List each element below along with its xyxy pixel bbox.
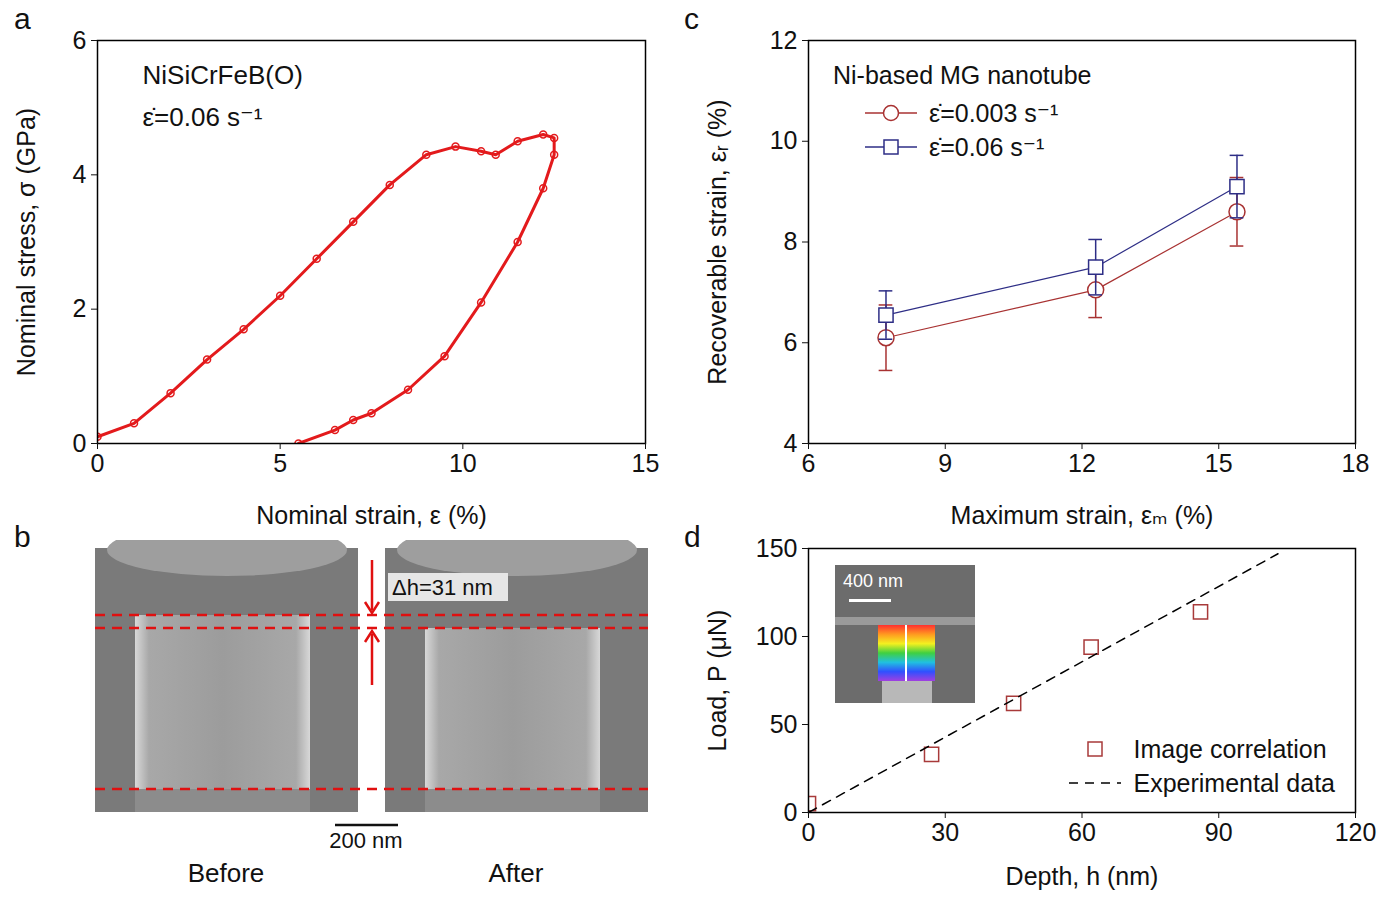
svg-text:Depth, h (nm): Depth, h (nm) [1006, 862, 1159, 890]
html-text:Ni-based MG nanotube: Ni-based MG nanotube [833, 61, 1092, 89]
svg-text:Δh=31 nm: Δh=31 nm [392, 575, 493, 600]
svg-text:0: 0 [91, 449, 105, 477]
html-text:ε̇=0.06 s⁻¹: ε̇=0.06 s⁻¹ [929, 133, 1045, 161]
svg-text:5: 5 [273, 449, 287, 477]
svg-text:4: 4 [73, 160, 87, 188]
svg-text:Load, P (μN): Load, P (μN) [703, 610, 731, 752]
html-text:Experimental data: Experimental data [1133, 769, 1335, 797]
html-text:b: b [14, 520, 31, 553]
svg-text:ε̇=0.06 s⁻¹: ε̇=0.06 s⁻¹ [143, 102, 263, 132]
svg-text:12: 12 [770, 26, 798, 54]
html-text:a: a [14, 2, 31, 35]
svg-text:120: 120 [1335, 818, 1377, 846]
svg-text:15: 15 [632, 449, 660, 477]
svg-text:Nominal stress, σ (GPa): Nominal stress, σ (GPa) [12, 108, 40, 376]
svg-text:2: 2 [73, 294, 87, 322]
html-text:c: c [684, 2, 699, 35]
svg-text:18: 18 [1342, 449, 1370, 477]
svg-text:6: 6 [784, 328, 798, 356]
svg-text:0: 0 [784, 798, 798, 826]
svg-text:50: 50 [770, 710, 798, 738]
svg-text:After: After [489, 858, 544, 888]
svg-text:60: 60 [1068, 818, 1096, 846]
svg-text:6: 6 [73, 26, 87, 54]
svg-text:10: 10 [770, 126, 798, 154]
svg-text:90: 90 [1205, 818, 1233, 846]
svg-text:10: 10 [449, 449, 477, 477]
svg-text:15: 15 [1205, 449, 1233, 477]
svg-text:0: 0 [802, 818, 816, 846]
svg-text:150: 150 [756, 534, 798, 562]
svg-text:200 nm: 200 nm [329, 828, 402, 853]
html-text:Image correlation: Image correlation [1133, 735, 1327, 763]
svg-text:6: 6 [802, 449, 816, 477]
svg-text:Recoverable strain, εᵣ (%): Recoverable strain, εᵣ (%) [703, 99, 731, 384]
svg-text:Maximum strain, εₘ (%): Maximum strain, εₘ (%) [951, 501, 1214, 529]
svg-text:100: 100 [756, 622, 798, 650]
svg-text:4: 4 [784, 429, 798, 457]
svg-text:12: 12 [1068, 449, 1096, 477]
svg-text:9: 9 [938, 449, 952, 477]
html-text:d: d [684, 520, 701, 553]
svg-text:NiSiCrFeB(O): NiSiCrFeB(O) [143, 60, 303, 90]
svg-text:30: 30 [931, 818, 959, 846]
svg-text:Before: Before [188, 858, 265, 888]
svg-text:Nominal strain, ε (%): Nominal strain, ε (%) [256, 501, 487, 529]
svg-text:8: 8 [784, 227, 798, 255]
html-text:ε̇=0.003 s⁻¹: ε̇=0.003 s⁻¹ [929, 99, 1059, 127]
svg-text:0: 0 [73, 429, 87, 457]
html-text:400 nm: 400 nm [843, 571, 903, 591]
